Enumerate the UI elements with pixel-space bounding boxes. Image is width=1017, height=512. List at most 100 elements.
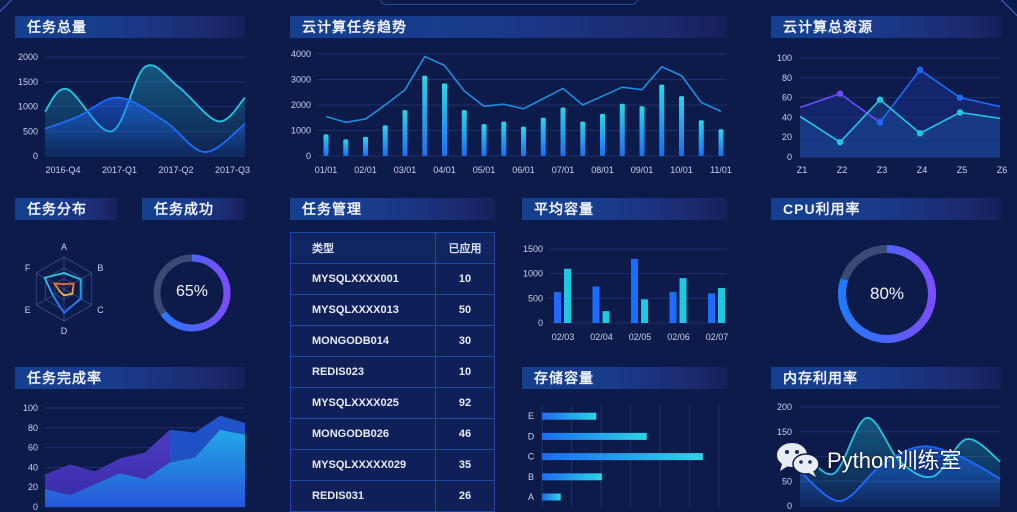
data-point [876,119,884,126]
avg-capacity-chart: 0 500 1000 1500 02/03 02/04 02/05 02/06 02/07 [523,244,728,342]
x-tick-label: 02/05 [629,332,652,342]
y-tick-label: 1000 [18,102,38,112]
bar [602,311,610,323]
table-row[interactable]: MYSQLXXXX025 92 [290,387,495,419]
y-tick-label: E [528,411,534,421]
y-tick-label: 2000 [18,52,38,62]
cpu-usage-value: 80% [869,284,905,303]
cloud-trend-chart: 0 1000 2000 3000 4000 01/01 02/01 03/01 04/01 05/… [291,49,732,175]
bar [542,432,647,440]
x-tick-label: 09/01 [631,165,654,175]
series-line [44,96,246,153]
panel-title-task-success: 任务成功 [142,198,245,220]
x-tick-label: 2017-Q1 [102,165,137,175]
bar [540,117,546,156]
y-tick-label: 100 [23,403,38,413]
panel-title-task-distribution: 任务分布 [15,198,118,220]
x-tick-label: 06/01 [512,165,535,175]
y-tick-label: 80 [782,73,792,83]
column-header-type: 类型 [290,232,436,264]
series-line [879,68,1001,123]
cell-type: MYSQLXXXX001 [290,263,436,295]
bar [542,412,597,420]
total-tasks-chart: 0 500 1000 1500 2000 2016-Q4 2017-Q1 2017-Q2 201… [18,52,250,175]
table-row[interactable]: MONGODB014 30 [290,325,495,357]
x-tick-label: 02/07 [706,332,729,342]
radar-axis-label: F [25,263,31,273]
donut-progress [153,254,231,332]
cell-applied: 10 [435,356,495,388]
bar [669,291,677,323]
series-line [799,445,1001,502]
area-fill [45,97,245,156]
y-tick-label: 150 [777,427,792,437]
table-row[interactable]: REDIS031 26 [290,480,495,512]
bar [639,106,645,156]
y-tick-label: 4000 [291,49,311,59]
wechat-icon [777,443,820,477]
x-tick-label: Z2 [837,165,848,175]
data-point [836,90,844,97]
task-success-value: 65% [175,283,209,300]
table-row[interactable]: MYSQLXXXXX029 35 [290,449,495,481]
area-fill [800,99,1000,157]
bar [382,125,388,156]
area-fill [45,429,245,507]
cell-applied: 30 [435,325,495,357]
bar [718,287,725,323]
cell-type: MYSQLXXXXX029 [290,449,436,481]
x-tick-label: Z6 [997,165,1008,175]
x-tick-label: 03/01 [394,165,417,175]
data-point [956,109,964,116]
y-tick-label: 20 [28,482,38,492]
y-tick-label: 0 [787,152,792,162]
bar [631,258,638,323]
cell-type: REDIS031 [290,480,436,512]
task-success-donut [153,254,231,332]
bar [600,113,605,156]
series-line [799,416,1001,479]
cell-type: MONGODB026 [290,418,436,450]
table-row[interactable]: REDIS023 10 [290,356,495,388]
table-row[interactable]: MONGODB026 46 [290,418,495,450]
area-fill [800,446,1000,506]
bar [542,453,703,461]
bar [481,124,487,156]
bar [402,110,408,156]
task-distribution-radar: A B C D E F [25,242,105,336]
watermark-text: Python训练室 [827,448,962,473]
x-tick-label: 02/04 [590,332,613,342]
y-tick-label: A [528,492,534,502]
bar [554,291,561,323]
bar [708,293,715,323]
panel-title-storage-capacity: 存储容量 [522,367,727,389]
table-row[interactable]: MYSQLXXXX013 50 [290,294,495,326]
x-tick-label: 07/01 [552,165,575,175]
bar [442,83,447,156]
y-tick-label: 1500 [18,77,38,87]
x-tick-label: Z5 [957,165,968,175]
table-row[interactable]: MYSQLXXXX001 10 [290,263,495,295]
panel-title-memory-usage: 内存利用率 [771,367,1001,389]
bar [323,134,329,156]
x-tick-label: 02/06 [667,332,690,342]
data-point [836,138,844,146]
memory-usage-chart: 050100150200 [777,402,1001,511]
panel-title-total-tasks: 任务总量 [15,16,245,38]
bar [521,126,526,156]
cell-applied: 35 [435,449,495,481]
data-point [876,96,884,103]
y-tick-label: 20 [782,132,792,142]
data-point [956,94,964,101]
y-tick-label: 100 [777,53,792,63]
y-tick-label: 500 [23,126,38,136]
task-completion-chart: 0 20 40 60 80 100 [23,403,245,512]
y-tick-label: 40 [782,112,792,122]
bar [718,129,724,156]
radar-series [52,282,75,297]
series-line [799,98,1001,144]
data-point [916,130,924,137]
radar-axis-label: D [61,326,68,336]
bar [560,107,566,156]
cell-applied: 26 [435,480,495,512]
